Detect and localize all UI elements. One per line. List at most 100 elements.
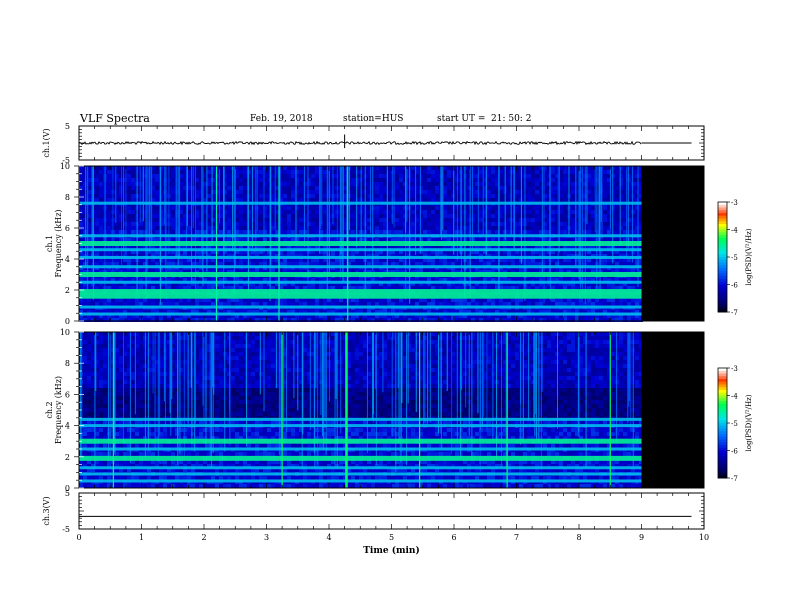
noise-cell xyxy=(535,226,539,230)
noise-cell xyxy=(575,278,579,282)
noise-cell xyxy=(263,194,267,198)
noise-cell xyxy=(211,238,215,242)
noise-cell xyxy=(447,182,451,186)
noise-cell xyxy=(251,262,255,266)
noise-cell xyxy=(383,222,387,226)
noise-cell xyxy=(123,222,127,226)
noise-cell xyxy=(455,282,459,286)
noise-cell xyxy=(155,190,159,194)
noise-cell xyxy=(175,222,179,226)
noise-cell xyxy=(131,310,135,314)
noise-cell xyxy=(471,302,475,306)
noise-cell xyxy=(127,190,131,194)
noise-cell xyxy=(575,170,579,174)
noise-cell xyxy=(443,178,447,182)
noise-cell xyxy=(563,262,567,266)
noise-cell xyxy=(327,282,331,286)
noise-cell xyxy=(203,310,207,314)
noise-cell xyxy=(547,166,551,170)
noise-cell xyxy=(391,174,395,178)
noise-cell xyxy=(539,286,543,290)
noise-cell xyxy=(451,262,455,266)
noise-cell xyxy=(323,222,327,226)
noise-cell xyxy=(511,210,515,214)
noise-cell xyxy=(175,174,179,178)
noise-cell xyxy=(275,194,279,198)
noise-cell xyxy=(275,182,279,186)
noise-cell xyxy=(555,250,559,254)
noise-cell xyxy=(275,258,279,262)
noise-cell xyxy=(319,246,323,250)
noise-cell xyxy=(379,278,383,282)
noise-cell xyxy=(415,186,419,190)
noise-cell xyxy=(535,282,539,286)
noise-cell xyxy=(139,190,143,194)
noise-cell xyxy=(247,218,251,222)
noise-cell xyxy=(447,246,451,250)
noise-cell xyxy=(163,298,167,302)
noise-cell xyxy=(355,314,359,318)
noise-cell xyxy=(303,262,307,266)
noise-cell xyxy=(95,250,99,254)
noise-cell xyxy=(495,170,499,174)
noise-cell xyxy=(515,230,519,234)
noise-cell xyxy=(83,282,87,286)
noise-cell xyxy=(267,182,271,186)
noise-cell xyxy=(391,178,395,182)
noise-cell xyxy=(427,174,431,178)
noise-cell xyxy=(571,250,575,254)
noise-cell xyxy=(499,194,503,198)
noise-cell xyxy=(435,190,439,194)
noise-cell xyxy=(139,262,143,266)
noise-cell xyxy=(179,226,183,230)
noise-cell xyxy=(175,262,179,266)
noise-cell xyxy=(371,278,375,282)
noise-cell xyxy=(575,222,579,226)
noise-cell xyxy=(207,166,211,170)
noise-cell xyxy=(179,190,183,194)
noise-cell xyxy=(227,246,231,250)
noise-cell xyxy=(303,210,307,214)
noise-cell xyxy=(119,190,123,194)
noise-cell xyxy=(267,286,271,290)
noise-cell xyxy=(531,206,535,210)
noise-cell xyxy=(95,278,99,282)
noise-cell xyxy=(155,250,159,254)
noise-cell xyxy=(139,318,143,322)
noise-cell xyxy=(507,226,511,230)
noise-cell xyxy=(139,218,143,222)
noise-cell xyxy=(111,302,115,306)
noise-cell xyxy=(451,258,455,262)
noise-cell xyxy=(515,302,519,306)
noise-cell xyxy=(483,246,487,250)
noise-cell xyxy=(303,258,307,262)
noise-cell xyxy=(487,286,491,290)
noise-cell xyxy=(571,194,575,198)
noise-cell xyxy=(363,314,367,318)
noise-cell xyxy=(419,298,423,302)
noise-cell xyxy=(571,206,575,210)
noise-cell xyxy=(211,298,215,302)
noise-cell xyxy=(107,314,111,318)
noise-cell xyxy=(115,250,119,254)
noise-cell xyxy=(423,186,427,190)
noise-cell xyxy=(263,230,267,234)
noise-cell xyxy=(351,194,355,198)
noise-cell xyxy=(91,302,95,306)
noise-cell xyxy=(299,226,303,230)
noise-cell xyxy=(227,230,231,234)
noise-cell xyxy=(247,250,251,254)
noise-cell xyxy=(543,318,547,322)
noise-cell xyxy=(547,282,551,286)
noise-cell xyxy=(551,186,555,190)
noise-cell xyxy=(483,218,487,222)
noise-cell xyxy=(499,258,503,262)
noise-cell xyxy=(139,226,143,230)
noise-cell xyxy=(171,190,175,194)
noise-cell xyxy=(379,314,383,318)
noise-cell xyxy=(551,222,555,226)
noise-cell xyxy=(471,286,475,290)
noise-cell xyxy=(119,178,123,182)
noise-cell xyxy=(115,258,119,262)
noise-cell xyxy=(251,230,255,234)
